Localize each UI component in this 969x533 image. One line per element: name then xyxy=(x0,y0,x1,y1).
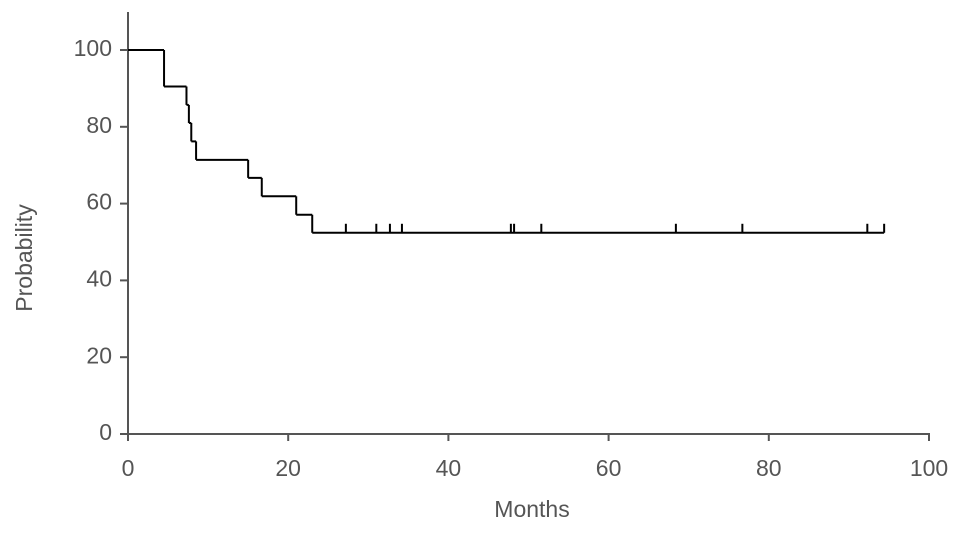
x-tick-label: 40 xyxy=(436,455,462,481)
y-tick-label: 20 xyxy=(86,342,112,368)
x-axis-label: Months xyxy=(494,496,569,522)
y-tick-label: 80 xyxy=(86,112,112,138)
y-tick-label: 0 xyxy=(99,419,112,445)
y-axis-label: Probability xyxy=(11,204,37,312)
y-tick-label: 60 xyxy=(86,189,112,215)
y-tick-label: 100 xyxy=(74,35,112,61)
x-tick-label: 80 xyxy=(756,455,782,481)
x-tick-label: 0 xyxy=(122,455,135,481)
y-tick-label: 40 xyxy=(86,265,112,291)
x-tick-label: 20 xyxy=(275,455,301,481)
x-tick-label: 60 xyxy=(596,455,622,481)
x-tick-label: 100 xyxy=(910,455,948,481)
